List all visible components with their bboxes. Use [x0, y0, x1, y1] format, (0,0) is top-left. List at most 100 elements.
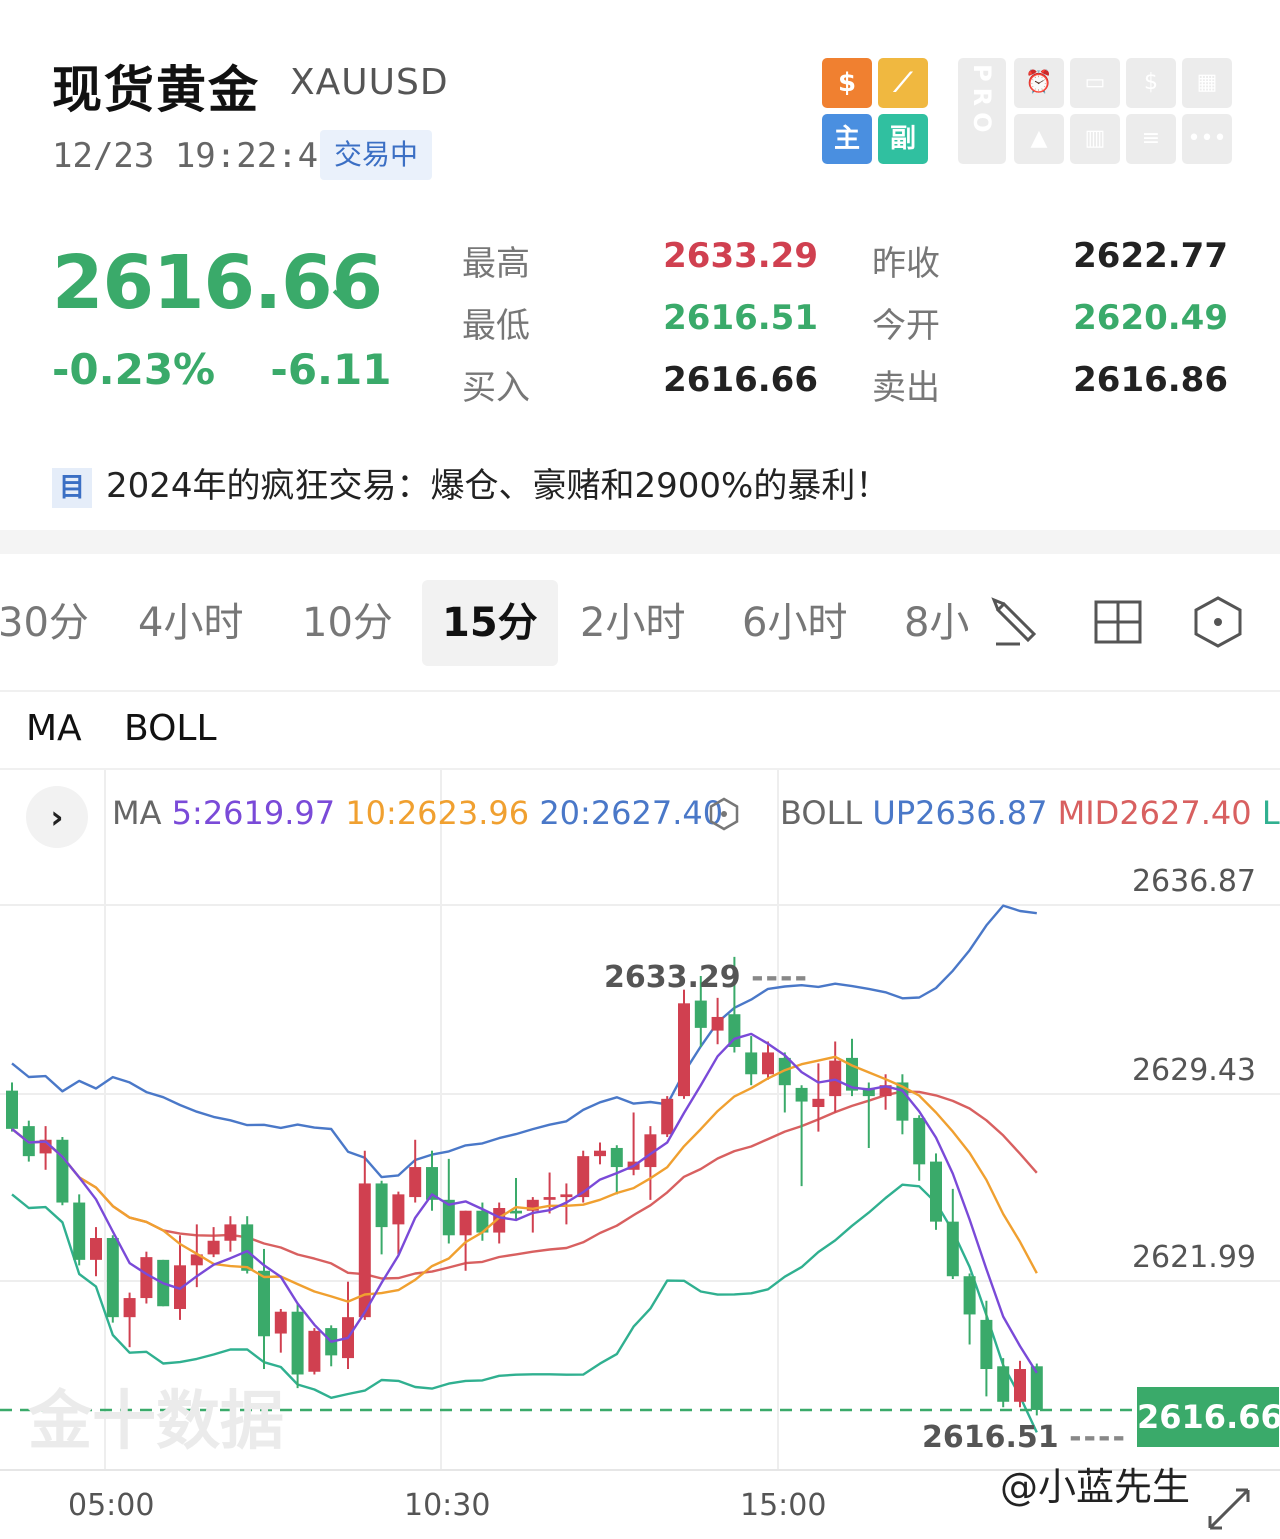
author-signature: @小蓝先生 [1000, 1465, 1191, 1509]
dollar-circle-icon[interactable]: $ [1126, 58, 1176, 108]
kline-chart[interactable]: 金十数据 › MA 5:2619.97 10:2623.96 20:2627.4… [0, 770, 1280, 1539]
last-price: 2616.66 [52, 240, 383, 326]
ma5-value: 5:2619.97 [171, 794, 336, 832]
candle-body [762, 1052, 774, 1075]
chart-tool-grid: $ ⟋ 主 副 [822, 58, 930, 166]
boll-upper-line [11, 904, 1037, 1179]
alarm-icon[interactable]: ⏰ [1014, 58, 1064, 108]
tab-4h[interactable]: 4小时 [138, 600, 244, 646]
indicator-boll[interactable]: BOLL [124, 708, 217, 749]
draw-tool-icon[interactable] [990, 594, 1046, 650]
settings-hexagon-icon[interactable] [1190, 594, 1246, 650]
boll-mid-value: MID2627.40 [1057, 794, 1252, 832]
candle-body [140, 1257, 153, 1299]
candle-body [678, 1003, 690, 1097]
candle-body [543, 1197, 556, 1200]
more-icon[interactable]: ••• [1182, 114, 1232, 164]
candle-body [946, 1221, 959, 1277]
ma10-value: 10:2623.96 [345, 794, 530, 832]
candle-body [174, 1265, 186, 1309]
fullscreen-icon[interactable] [1206, 1486, 1252, 1532]
candle-body [1014, 1369, 1026, 1402]
boll-mid-line [11, 1090, 1038, 1280]
candle-body [896, 1082, 909, 1121]
candle-body [476, 1210, 489, 1233]
candle-body [493, 1208, 506, 1233]
y-axis-tick: 2636.87 [1131, 864, 1256, 899]
candle-body [224, 1224, 237, 1241]
candle-body [879, 1085, 892, 1097]
tab-15min[interactable]: 15分 [422, 580, 558, 666]
pro-label-icon[interactable]: PRO [958, 58, 1006, 164]
ruler-icon[interactable]: ▭ [1070, 58, 1120, 108]
stat-value: 2616.66 [663, 360, 818, 400]
instrument-symbol: XAUUSD [290, 62, 449, 103]
stat-value: 2616.86 [1073, 360, 1228, 400]
tab-8h[interactable]: 8小 [904, 600, 968, 646]
candle-body [426, 1167, 438, 1200]
candle-body [711, 1016, 724, 1031]
ma-prefix: MA [112, 794, 162, 832]
indicator-ma[interactable]: MA [26, 708, 82, 749]
candle-body [291, 1311, 304, 1375]
ma-legend: MA 5:2619.97 10:2623.96 20:2627.40 [112, 794, 723, 832]
quote-timestamp: 12/23 19:22:47 [52, 136, 339, 176]
candle-body [6, 1090, 18, 1129]
tab-10min[interactable]: 10分 [302, 600, 393, 646]
candle-body [1030, 1366, 1043, 1410]
candle-body [56, 1139, 69, 1203]
change-percent: -0.23% [52, 345, 216, 394]
price-change: -0.23% -6.11 [52, 345, 391, 394]
candle-body [644, 1134, 657, 1168]
candle-body [258, 1270, 270, 1337]
candle-body [963, 1276, 976, 1315]
kline-svg [0, 770, 1280, 1471]
tab-6h[interactable]: 6小时 [742, 600, 848, 646]
dollar-icon[interactable]: $ [822, 58, 872, 108]
main-chart-icon[interactable]: 主 [822, 114, 872, 164]
candle-body [123, 1298, 136, 1318]
stat-label: 今开 [872, 306, 940, 346]
alert-icon[interactable]: ▲ [1014, 114, 1064, 164]
stat-label: 最高 [462, 244, 530, 284]
candle-body [207, 1240, 220, 1255]
change-absolute: -6.11 [270, 345, 392, 394]
tab-30min[interactable]: 30分 [0, 600, 89, 646]
candle-body [526, 1199, 539, 1211]
pro-label: PRO [968, 64, 996, 139]
boll-up-value: UP2636.87 [872, 794, 1048, 832]
candle-body [510, 1210, 522, 1214]
watermark-logo: 金十数据 [28, 1385, 284, 1459]
last-price-tag: 2616.66 [1137, 1387, 1280, 1447]
candle-body [274, 1311, 287, 1334]
candle-body [694, 1000, 707, 1028]
draw-line-icon[interactable]: ⟋ [878, 58, 928, 108]
y-axis-tick: 2629.43 [1131, 1053, 1256, 1088]
sub-chart-icon[interactable]: 副 [878, 114, 928, 164]
news-text: 2024年的疯狂交易：爆仓、豪赌和2900%的暴利！ [106, 466, 890, 506]
candle-body [90, 1238, 102, 1260]
candle-body [930, 1161, 942, 1222]
layout-grid-icon[interactable] [1090, 594, 1146, 650]
candle-body [560, 1194, 573, 1198]
x-axis-tick: 05:00 [68, 1488, 155, 1523]
trend-icon[interactable]: ▦ [1182, 58, 1232, 108]
bar-chart-icon[interactable]: ▥ [1070, 114, 1120, 164]
candle-body [73, 1202, 86, 1260]
section-divider [0, 530, 1280, 554]
instrument-title: 现货黄金 [52, 61, 260, 119]
stat-value: 2616.51 [663, 298, 818, 338]
news-headline-link[interactable]: 目 2024年的疯狂交易：爆仓、豪赌和2900%的暴利！ [52, 458, 889, 508]
stat-value: 2620.49 [1073, 298, 1228, 338]
list-icon[interactable]: ≡ [1126, 114, 1176, 164]
ma20-value: 20:2627.40 [539, 794, 724, 832]
candle-body [812, 1098, 825, 1108]
candle-body [913, 1117, 926, 1165]
tab-2h[interactable]: 2小时 [580, 600, 686, 646]
stat-value: 2622.77 [1073, 236, 1228, 276]
candle-body [577, 1156, 590, 1198]
ma5-line [11, 1032, 1038, 1374]
ma-settings-icon[interactable] [706, 796, 742, 832]
stat-label: 卖出 [872, 368, 940, 408]
legend-expand-button[interactable]: › [26, 786, 88, 848]
